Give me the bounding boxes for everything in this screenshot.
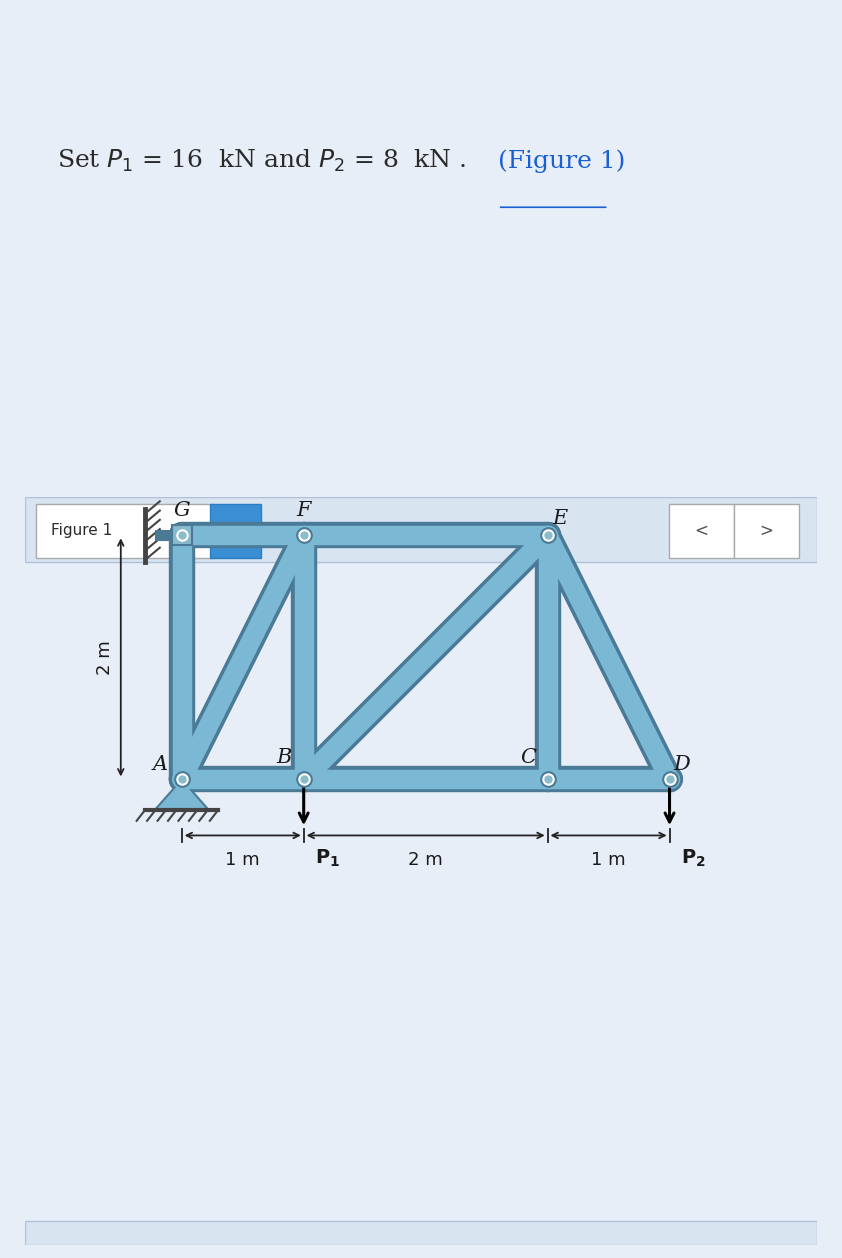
Text: of 1: of 1: [267, 523, 296, 538]
FancyBboxPatch shape: [669, 503, 733, 557]
Text: G: G: [173, 501, 190, 520]
FancyBboxPatch shape: [733, 503, 798, 557]
Text: A: A: [152, 756, 168, 775]
Text: 2 m: 2 m: [408, 852, 443, 869]
Text: $\mathbf{P_2}$: $\mathbf{P_2}$: [680, 848, 706, 869]
Text: B: B: [276, 749, 292, 767]
FancyBboxPatch shape: [25, 1222, 817, 1245]
FancyBboxPatch shape: [25, 497, 817, 562]
Text: F: F: [296, 501, 311, 520]
FancyBboxPatch shape: [35, 503, 214, 557]
Text: ◄►: ◄►: [230, 523, 240, 538]
Text: C: C: [520, 749, 536, 767]
Text: <: <: [694, 522, 708, 540]
Text: (Figure 1): (Figure 1): [498, 150, 625, 172]
Text: Set $P_1$ = 16  kN and $P_2$ = 8  kN .: Set $P_1$ = 16 kN and $P_2$ = 8 kN .: [57, 148, 469, 174]
Text: 2 m: 2 m: [96, 640, 114, 674]
Text: D: D: [674, 756, 690, 775]
Text: $\mathbf{P_1}$: $\mathbf{P_1}$: [315, 848, 340, 869]
Polygon shape: [155, 780, 209, 810]
Text: E: E: [552, 509, 568, 528]
Text: 1 m: 1 m: [591, 852, 626, 869]
FancyBboxPatch shape: [210, 503, 261, 557]
Text: >: >: [759, 522, 773, 540]
Text: Figure 1: Figure 1: [51, 523, 112, 538]
Text: 1 m: 1 m: [226, 852, 260, 869]
